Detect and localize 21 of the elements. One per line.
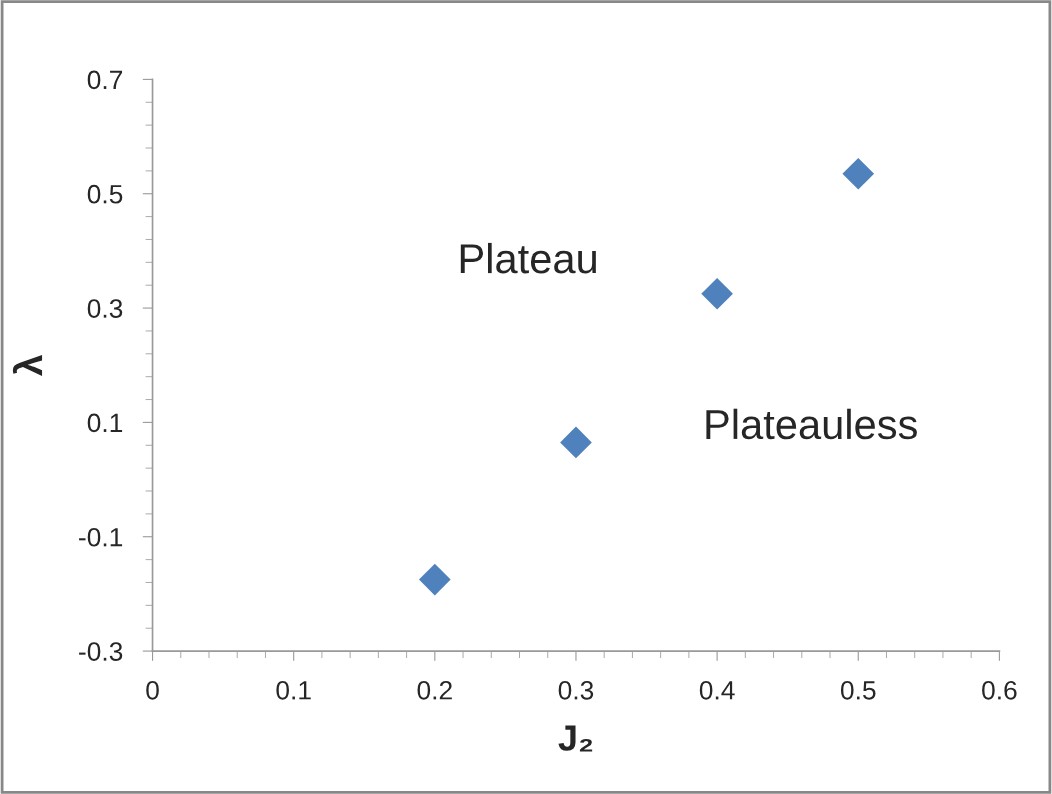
annotation: Plateauless <box>706 408 917 440</box>
y-tick-label: 0.1 <box>87 413 123 433</box>
x-tick-label: 0.2 <box>417 680 452 700</box>
point <box>560 426 592 459</box>
y-tick-label: 0.5 <box>87 184 123 204</box>
x-axis-title: J₂ <box>558 725 593 752</box>
annotation: Plateau <box>460 242 596 274</box>
x-tick-label: 0.1 <box>276 680 311 700</box>
x-tick-label: 0.5 <box>840 680 876 700</box>
x-tick-label: 0.4 <box>699 680 735 700</box>
y-tick-label: 0.3 <box>87 299 123 318</box>
x-tick-label: 0 <box>146 680 159 700</box>
point <box>701 277 733 310</box>
point <box>842 157 875 190</box>
y-tick-label: -0.3 <box>79 642 123 661</box>
y-tick-label: 0.7 <box>87 70 123 90</box>
y-tick-label: -0.1 <box>79 527 123 547</box>
y-axis-title: λ <box>12 355 43 376</box>
x-tick-label: 0.6 <box>982 680 1017 700</box>
point <box>418 563 451 596</box>
x-tick-label: 0.3 <box>558 680 594 700</box>
